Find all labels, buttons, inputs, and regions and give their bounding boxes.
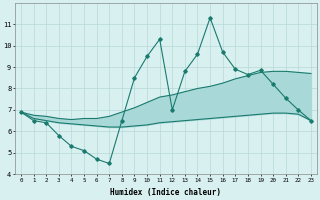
- X-axis label: Humidex (Indice chaleur): Humidex (Indice chaleur): [110, 188, 221, 197]
